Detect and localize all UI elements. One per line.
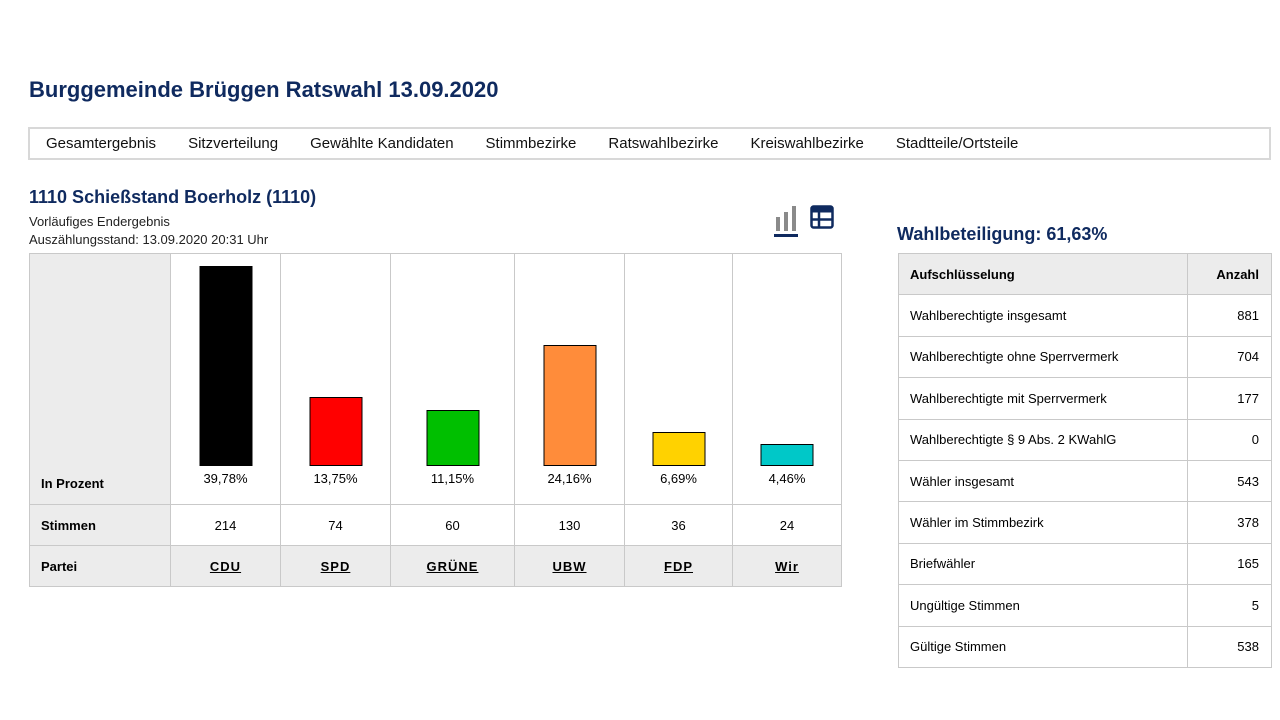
breakdown-value: 378 <box>1187 501 1272 544</box>
district-title: 1110 Schießstand Boerholz (1110) <box>29 187 317 207</box>
breakdown-value: 0 <box>1187 418 1272 461</box>
breakdown-label: Wähler im Stimmbezirk <box>898 501 1188 544</box>
bar-cell-ubw: 24,16% <box>514 253 625 505</box>
percent-label-ubw: 24,16% <box>547 471 592 486</box>
breakdown-header-row: Aufschlüsselung Anzahl <box>898 252 1272 296</box>
bar-cell-spd: 13,75% <box>280 253 391 505</box>
percent-row: In Prozent 39,78% 13,75% 11,15% 24,16% 6… <box>29 253 842 505</box>
percent-label-fdp: 6,69% <box>660 471 697 486</box>
party-link-cdu[interactable]: CDU <box>170 545 281 587</box>
votes-wir: 24 <box>732 504 842 546</box>
table-row: Gültige Stimmen 538 <box>898 625 1272 668</box>
table-row: Briefwähler 165 <box>898 542 1272 586</box>
bar-cell-fdp: 6,69% <box>624 253 733 505</box>
breakdown-label: Wahlberechtigte ohne Sperrvermerk <box>898 335 1188 379</box>
votes-row-label: Stimmen <box>29 504 171 546</box>
bar-ubw <box>543 345 596 466</box>
breakdown-value: 881 <box>1187 294 1272 337</box>
table-row: Wähler im Stimmbezirk 378 <box>898 501 1272 544</box>
bar-cdu <box>199 266 252 466</box>
bar-gruene <box>426 410 479 466</box>
votes-ubw: 130 <box>514 504 625 546</box>
party-row: Partei CDU SPD GRÜNE UBW FDP Wir <box>29 545 842 587</box>
breakdown-label: Gültige Stimmen <box>898 625 1188 668</box>
view-toggle <box>772 205 836 237</box>
chart-view-button[interactable] <box>772 205 800 237</box>
breakdown-value: 165 <box>1187 542 1272 586</box>
breakdown-header-count: Anzahl <box>1187 252 1272 296</box>
breakdown-value: 704 <box>1187 335 1272 379</box>
votes-spd: 74 <box>280 504 391 546</box>
nav-item-gesamtergebnis[interactable]: Gesamtergebnis <box>46 135 157 152</box>
table-row: Wahlberechtigte § 9 Abs. 2 KWahlG 0 <box>898 418 1272 461</box>
breakdown-table: Aufschlüsselung Anzahl Wahlberechtigte i… <box>898 252 1272 668</box>
breakdown-value: 177 <box>1187 377 1272 420</box>
results-table: In Prozent 39,78% 13,75% 11,15% 24,16% 6… <box>29 253 842 587</box>
nav-item-stadtteile-ortsteile[interactable]: Stadtteile/Ortsteile <box>895 135 1019 152</box>
party-link-ubw[interactable]: UBW <box>514 545 625 587</box>
nav-item-stimmbezirke[interactable]: Stimmbezirke <box>485 135 577 152</box>
breakdown-value: 543 <box>1187 459 1272 503</box>
breakdown-label: Wahlberechtigte mit Sperrvermerk <box>898 377 1188 420</box>
percent-label-cdu: 39,78% <box>203 471 248 486</box>
votes-fdp: 36 <box>624 504 733 546</box>
breakdown-label: Ungültige Stimmen <box>898 584 1188 627</box>
bar-cell-cdu: 39,78% <box>170 253 281 505</box>
breakdown-value: 5 <box>1187 584 1272 627</box>
table-icon <box>810 205 834 229</box>
breakdown-header-name: Aufschlüsselung <box>898 252 1188 296</box>
percent-label-spd: 13,75% <box>313 471 358 486</box>
percent-label-gruene: 11,15% <box>430 471 475 486</box>
table-view-button[interactable] <box>808 205 836 237</box>
page-title: Burggemeinde Brüggen Ratswahl 13.09.2020 <box>29 77 499 102</box>
bar-cell-wir: 4,46% <box>732 253 842 505</box>
bar-wir <box>760 444 814 466</box>
votes-row: Stimmen 214 74 60 130 36 24 <box>29 504 842 546</box>
nav-item-kreiswahlbezirke[interactable]: Kreiswahlbezirke <box>750 135 864 152</box>
active-view-indicator <box>774 234 798 237</box>
table-row: Wahlberechtigte mit Sperrvermerk 177 <box>898 377 1272 420</box>
breakdown-label: Wahlberechtigte § 9 Abs. 2 KWahlG <box>898 418 1188 461</box>
party-link-spd[interactable]: SPD <box>280 545 391 587</box>
party-row-label: Partei <box>29 545 171 587</box>
bar-fdp <box>652 432 705 466</box>
nav-item-ratswahlbezirke[interactable]: Ratswahlbezirke <box>608 135 719 152</box>
nav-item-gewaehlte-kandidaten[interactable]: Gewählte Kandidaten <box>310 135 454 152</box>
turnout-heading: Wahlbeteiligung: 61,63% <box>897 224 1108 244</box>
breakdown-label: Wähler insgesamt <box>898 459 1188 503</box>
votes-gruene: 60 <box>390 504 515 546</box>
percent-label-wir: 4,46% <box>768 471 806 486</box>
result-status: Vorläufiges Endergebnis <box>29 214 170 229</box>
table-row: Wahlberechtigte ohne Sperrvermerk 704 <box>898 335 1272 379</box>
breakdown-value: 538 <box>1187 625 1272 668</box>
table-row: Wahlberechtigte insgesamt 881 <box>898 294 1272 337</box>
main-navigation: Gesamtergebnis Sitzverteilung Gewählte K… <box>28 127 1271 160</box>
table-row: Wähler insgesamt 543 <box>898 459 1272 503</box>
nav-item-sitzverteilung[interactable]: Sitzverteilung <box>188 135 279 152</box>
percent-row-label: In Prozent <box>29 253 171 505</box>
count-timestamp: Auszählungsstand: 13.09.2020 20:31 Uhr <box>29 232 269 247</box>
breakdown-label: Wahlberechtigte insgesamt <box>898 294 1188 337</box>
bar-cell-gruene: 11,15% <box>390 253 515 505</box>
bar-spd <box>309 397 362 466</box>
party-link-fdp[interactable]: FDP <box>624 545 733 587</box>
table-row: Ungültige Stimmen 5 <box>898 584 1272 627</box>
bar-chart-icon <box>776 206 796 231</box>
party-link-wir[interactable]: Wir <box>732 545 842 587</box>
votes-cdu: 214 <box>170 504 281 546</box>
breakdown-label: Briefwähler <box>898 542 1188 586</box>
party-link-gruene[interactable]: GRÜNE <box>390 545 515 587</box>
